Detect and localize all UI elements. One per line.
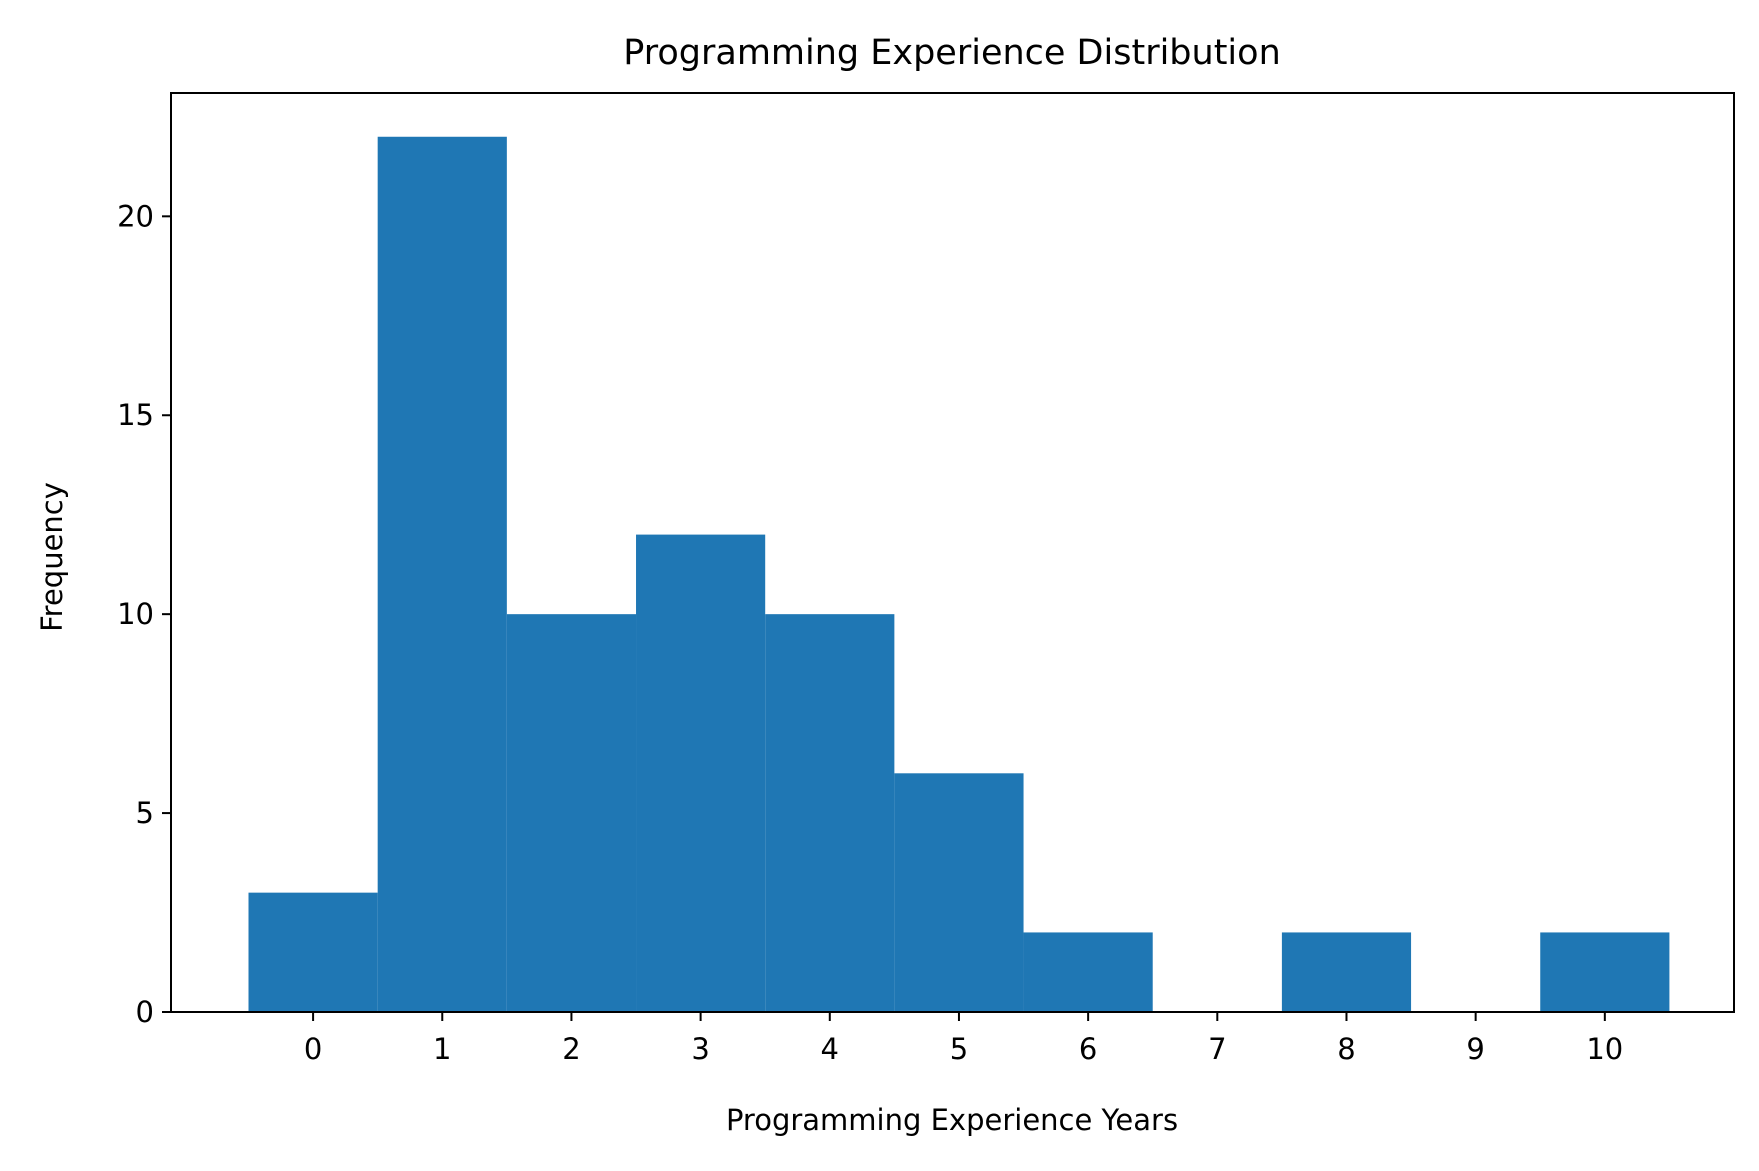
histogram-bar-0 [248, 892, 378, 1012]
x-tick-label: 9 [1466, 1032, 1484, 1066]
chart-title: Programming Experience Distribution [623, 33, 1281, 73]
histogram-bar-2 [506, 614, 637, 1012]
histogram-bar-1 [377, 136, 507, 1012]
y-tick-label: 5 [136, 796, 154, 830]
y-axis-ticks: 0 5 10 15 20 [117, 199, 171, 1029]
y-tick-label: 0 [136, 995, 154, 1029]
plot-frame [170, 92, 1735, 1013]
x-tick-label: 7 [1208, 1032, 1226, 1066]
y-tick-label: 15 [117, 398, 154, 432]
histogram-bar-10 [1540, 932, 1670, 1012]
x-tick-label: 3 [691, 1032, 709, 1066]
y-tick-label: 10 [117, 597, 154, 631]
x-tick-label: 6 [1079, 1032, 1097, 1066]
histogram-bar-6 [1023, 932, 1153, 1012]
histogram-bar-8 [1281, 932, 1412, 1012]
histogram-bar-4 [765, 614, 895, 1012]
x-tick-label: 4 [821, 1032, 839, 1066]
x-tick-label: 2 [562, 1032, 580, 1066]
x-tick-label: 8 [1337, 1032, 1355, 1066]
x-tick-label: 0 [304, 1032, 322, 1066]
bars-group [248, 136, 1670, 1012]
histogram-bar-5 [894, 773, 1024, 1012]
x-axis-ticks: 0 1 2 3 4 5 6 7 8 9 10 [304, 1012, 1623, 1066]
x-tick-label: 10 [1586, 1032, 1623, 1066]
histogram-bar-3 [636, 534, 766, 1012]
x-axis-label: Programming Experience Years [726, 1103, 1178, 1137]
y-tick-label: 20 [117, 199, 154, 233]
x-tick-label: 5 [950, 1032, 968, 1066]
y-axis-label: Frequency [35, 482, 69, 632]
x-tick-label: 1 [433, 1032, 451, 1066]
